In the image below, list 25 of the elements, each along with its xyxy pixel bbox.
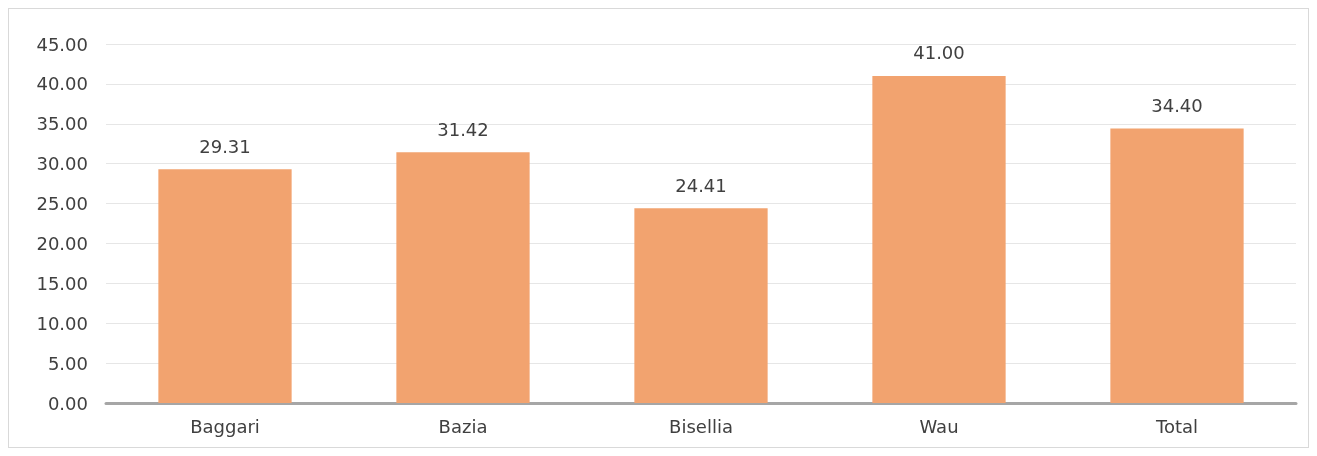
x-tick-label: Baggari <box>190 415 260 437</box>
x-tick-label: Total <box>1154 415 1199 437</box>
y-tick-label: 35.00 <box>36 113 88 135</box>
data-label: 24.41 <box>675 174 727 196</box>
bar <box>1110 128 1244 403</box>
data-label: 29.31 <box>199 135 251 157</box>
y-tick-label: 45.00 <box>36 33 88 55</box>
data-label: 31.42 <box>437 118 489 140</box>
bar <box>634 208 768 403</box>
y-tick-label: 25.00 <box>36 193 88 215</box>
bar <box>396 152 530 403</box>
bar <box>872 75 1006 403</box>
y-tick-label: 30.00 <box>36 153 88 175</box>
y-tick-label: 40.00 <box>36 73 88 95</box>
y-tick-label: 15.00 <box>36 272 88 294</box>
x-tick-label: Bazia <box>438 415 488 437</box>
y-tick-label: 5.00 <box>47 352 88 374</box>
bar <box>158 169 292 403</box>
data-label: 34.40 <box>1151 95 1203 117</box>
y-tick-label: 0.00 <box>47 392 88 414</box>
x-tick-label: Bisellia <box>669 415 733 437</box>
y-tick-label: 10.00 <box>36 312 88 334</box>
x-tick-label: Wau <box>919 415 959 437</box>
data-label: 41.00 <box>913 42 965 64</box>
y-tick-label: 20.00 <box>36 232 88 254</box>
